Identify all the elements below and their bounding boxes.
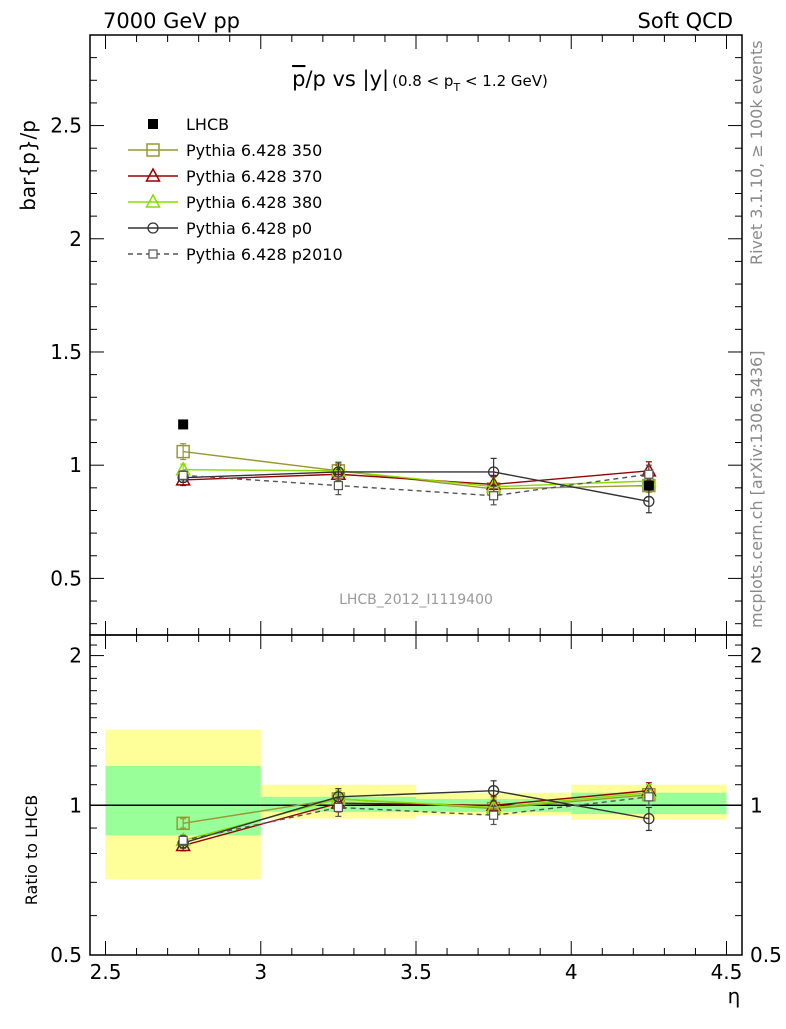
source-reference-label: mcplots.cern.ch [arXiv:1306.3436] [747,351,766,628]
ratio-y-tick-label: 1 [69,793,82,817]
header-energy-label: 7000 GeV pp [103,9,240,33]
main-y-tick-label: 2 [69,227,82,251]
main-series-1-line [183,470,649,486]
ratio-y-tick-label: 2 [69,644,82,668]
legend: LHCB Pythia 6.428 350 Pythia 6.428 370 Pyth… [128,115,343,264]
x-tick-label: 3 [254,960,267,984]
ratio-series-1-line [182,789,649,847]
main-y-tick-label: 2.5 [50,114,82,138]
main-series-3-point [643,495,655,508]
ratio-series-0-point [176,816,190,831]
ratio-series-4-point [333,802,343,813]
legend-marker [147,222,159,234]
main-y-tick-label: 1 [69,453,82,477]
ratio-series-3-point [487,785,500,797]
legend-marker [148,249,158,259]
analysis-tag: LHCB_2012_I1119400 [339,592,493,608]
legend-label: Pythia 6.428 350 [186,141,322,160]
lhcb-data-point [178,419,189,430]
main-y-axis-label: bar{p}/p [16,120,40,211]
main-series-4-point [333,480,343,491]
main-series-3-point [487,466,500,478]
legend-label: Pythia 6.428 380 [186,193,322,212]
ratio-series-4-point [178,835,188,845]
ratio-y-axis-label: Ratio to LHCB [22,795,41,905]
ratio-y-tick-label-right: 1 [750,793,763,817]
legend-label: Pythia 6.428 370 [186,167,322,186]
main-y-tick-label: 0.5 [50,566,82,590]
plot-title: p/p vs |y| (0.8 < pT < 1.2 GeV) [292,67,548,94]
main-series-2-line [183,469,649,488]
x-tick-label: 3.5 [400,960,432,984]
x-tick-label: 4.5 [711,960,743,984]
legend-label: LHCB [186,115,229,134]
main-series-4-point [644,469,654,479]
legend-marker [148,119,158,129]
ratio-y-tick-label-right: 0.5 [750,943,782,967]
main-series-0-point [176,444,190,459]
x-tick-label: 2.5 [90,960,122,984]
legend-marker [145,193,161,208]
ratio-y-tick-label-right: 2 [750,644,763,668]
ratio-plot-area: 2.5 3 3.5 4 4.5 0.5 0.5 1 1 2 2 [50,634,782,984]
lhcb-data-point [643,480,654,491]
rivet-version-label: Rivet 3.1.10, ≥ 100k events [747,40,766,265]
ratio-series-4-line [182,796,649,842]
ratio-series-3-line [182,789,649,844]
x-tick-label: 4 [565,960,578,984]
main-series-4-point [489,491,499,501]
ratio-series-3-point [643,813,655,825]
header-process-label: Soft QCD [638,9,733,33]
legend-label: Pythia 6.428 p2010 [186,245,343,264]
main-plot-area: 0.5 1 1.5 2 2.5 [50,34,743,636]
legend-label: Pythia 6.428 p0 [186,219,312,238]
ratio-series-4-point [644,792,654,802]
main-series-4-line [183,473,649,497]
legend-marker [146,143,160,157]
ratio-series-4-point [489,810,499,820]
ratio-y-tick-label: 0.5 [50,943,82,967]
main-series-3-line [183,471,649,503]
legend-marker [145,167,161,182]
main-series-4-point [178,470,188,480]
main-y-tick-label: 1.5 [50,340,82,364]
x-axis-label: η [728,984,741,1008]
